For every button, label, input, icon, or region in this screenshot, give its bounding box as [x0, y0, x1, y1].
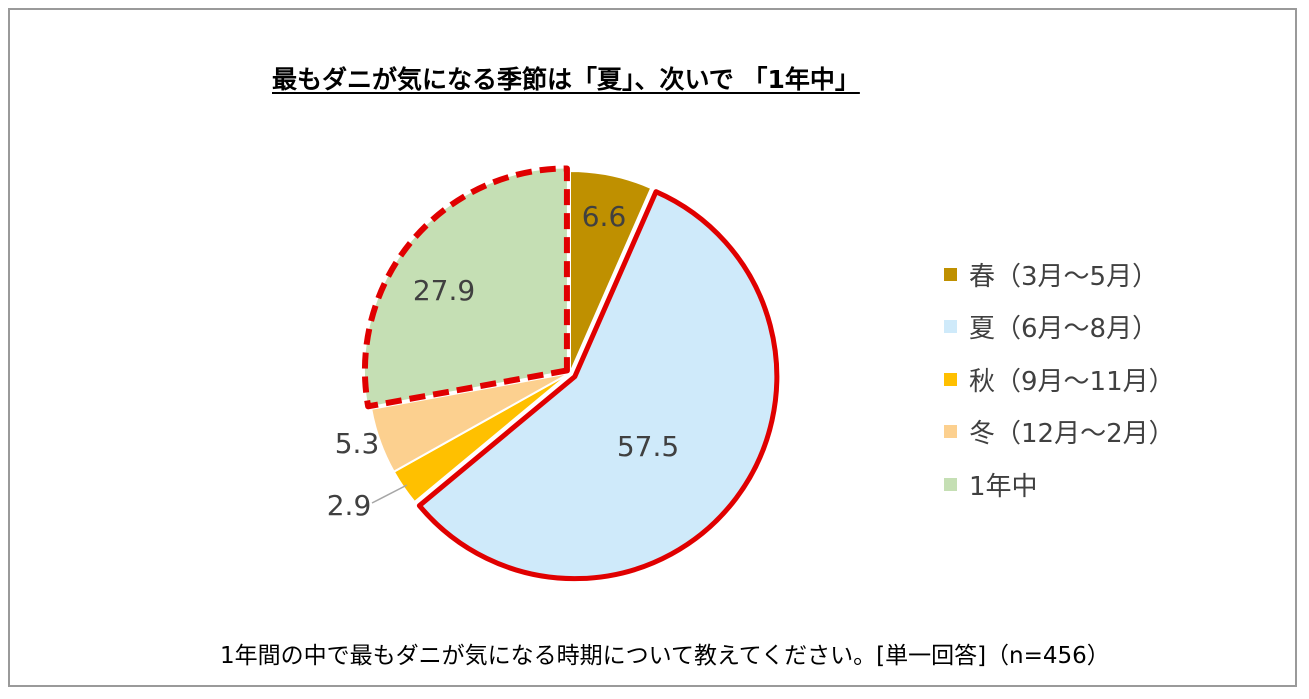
- pie-slice-spring: [569, 170, 653, 374]
- legend-item-autumn: 秋（9月～11月）: [944, 353, 1175, 406]
- leader-line-autumn: [371, 484, 408, 504]
- legend: 春（3月～5月） 夏（6月～8月） 秋（9月～11月） 冬（12月～2月） 1年中: [944, 248, 1175, 511]
- legend-label: 冬（12月～2月）: [969, 419, 1175, 450]
- footnote: 1年間の中で最もダニが気になる時期について教えてください。[単一回答]（n=45…: [220, 643, 1110, 669]
- legend-swatch: [944, 267, 957, 281]
- legend-label: 夏（6月～8月）: [969, 314, 1159, 345]
- legend-swatch: [944, 372, 957, 386]
- pie-slice-summer: [416, 189, 780, 582]
- value-label-autumn: 2.9: [327, 489, 372, 522]
- pie-slice-all-year: [361, 165, 570, 410]
- legend-swatch: [944, 320, 957, 334]
- legend-swatch: [944, 477, 957, 491]
- value-label-summer: 57.5: [617, 430, 679, 463]
- legend-label: 秋（9月～11月）: [969, 366, 1175, 397]
- chart-title: 最もダニが気になる季節は「夏」、次いで 「1年中」: [272, 65, 860, 94]
- value-label-spring: 6.6: [582, 200, 627, 233]
- legend-item-winter: 冬（12月～2月）: [944, 406, 1175, 459]
- legend-item-spring: 春（3月～5月）: [944, 248, 1175, 301]
- legend-swatch: [944, 425, 957, 439]
- legend-item-summer: 夏（6月～8月）: [944, 301, 1175, 354]
- value-label-winter: 5.3: [335, 427, 380, 460]
- legend-label: 1年中: [969, 471, 1038, 502]
- pie-slice-winter: [370, 372, 571, 473]
- value-label-all-year: 27.9: [413, 274, 475, 307]
- legend-label: 春（3月～5月）: [969, 261, 1159, 292]
- legend-item-all-year: 1年中: [944, 458, 1175, 511]
